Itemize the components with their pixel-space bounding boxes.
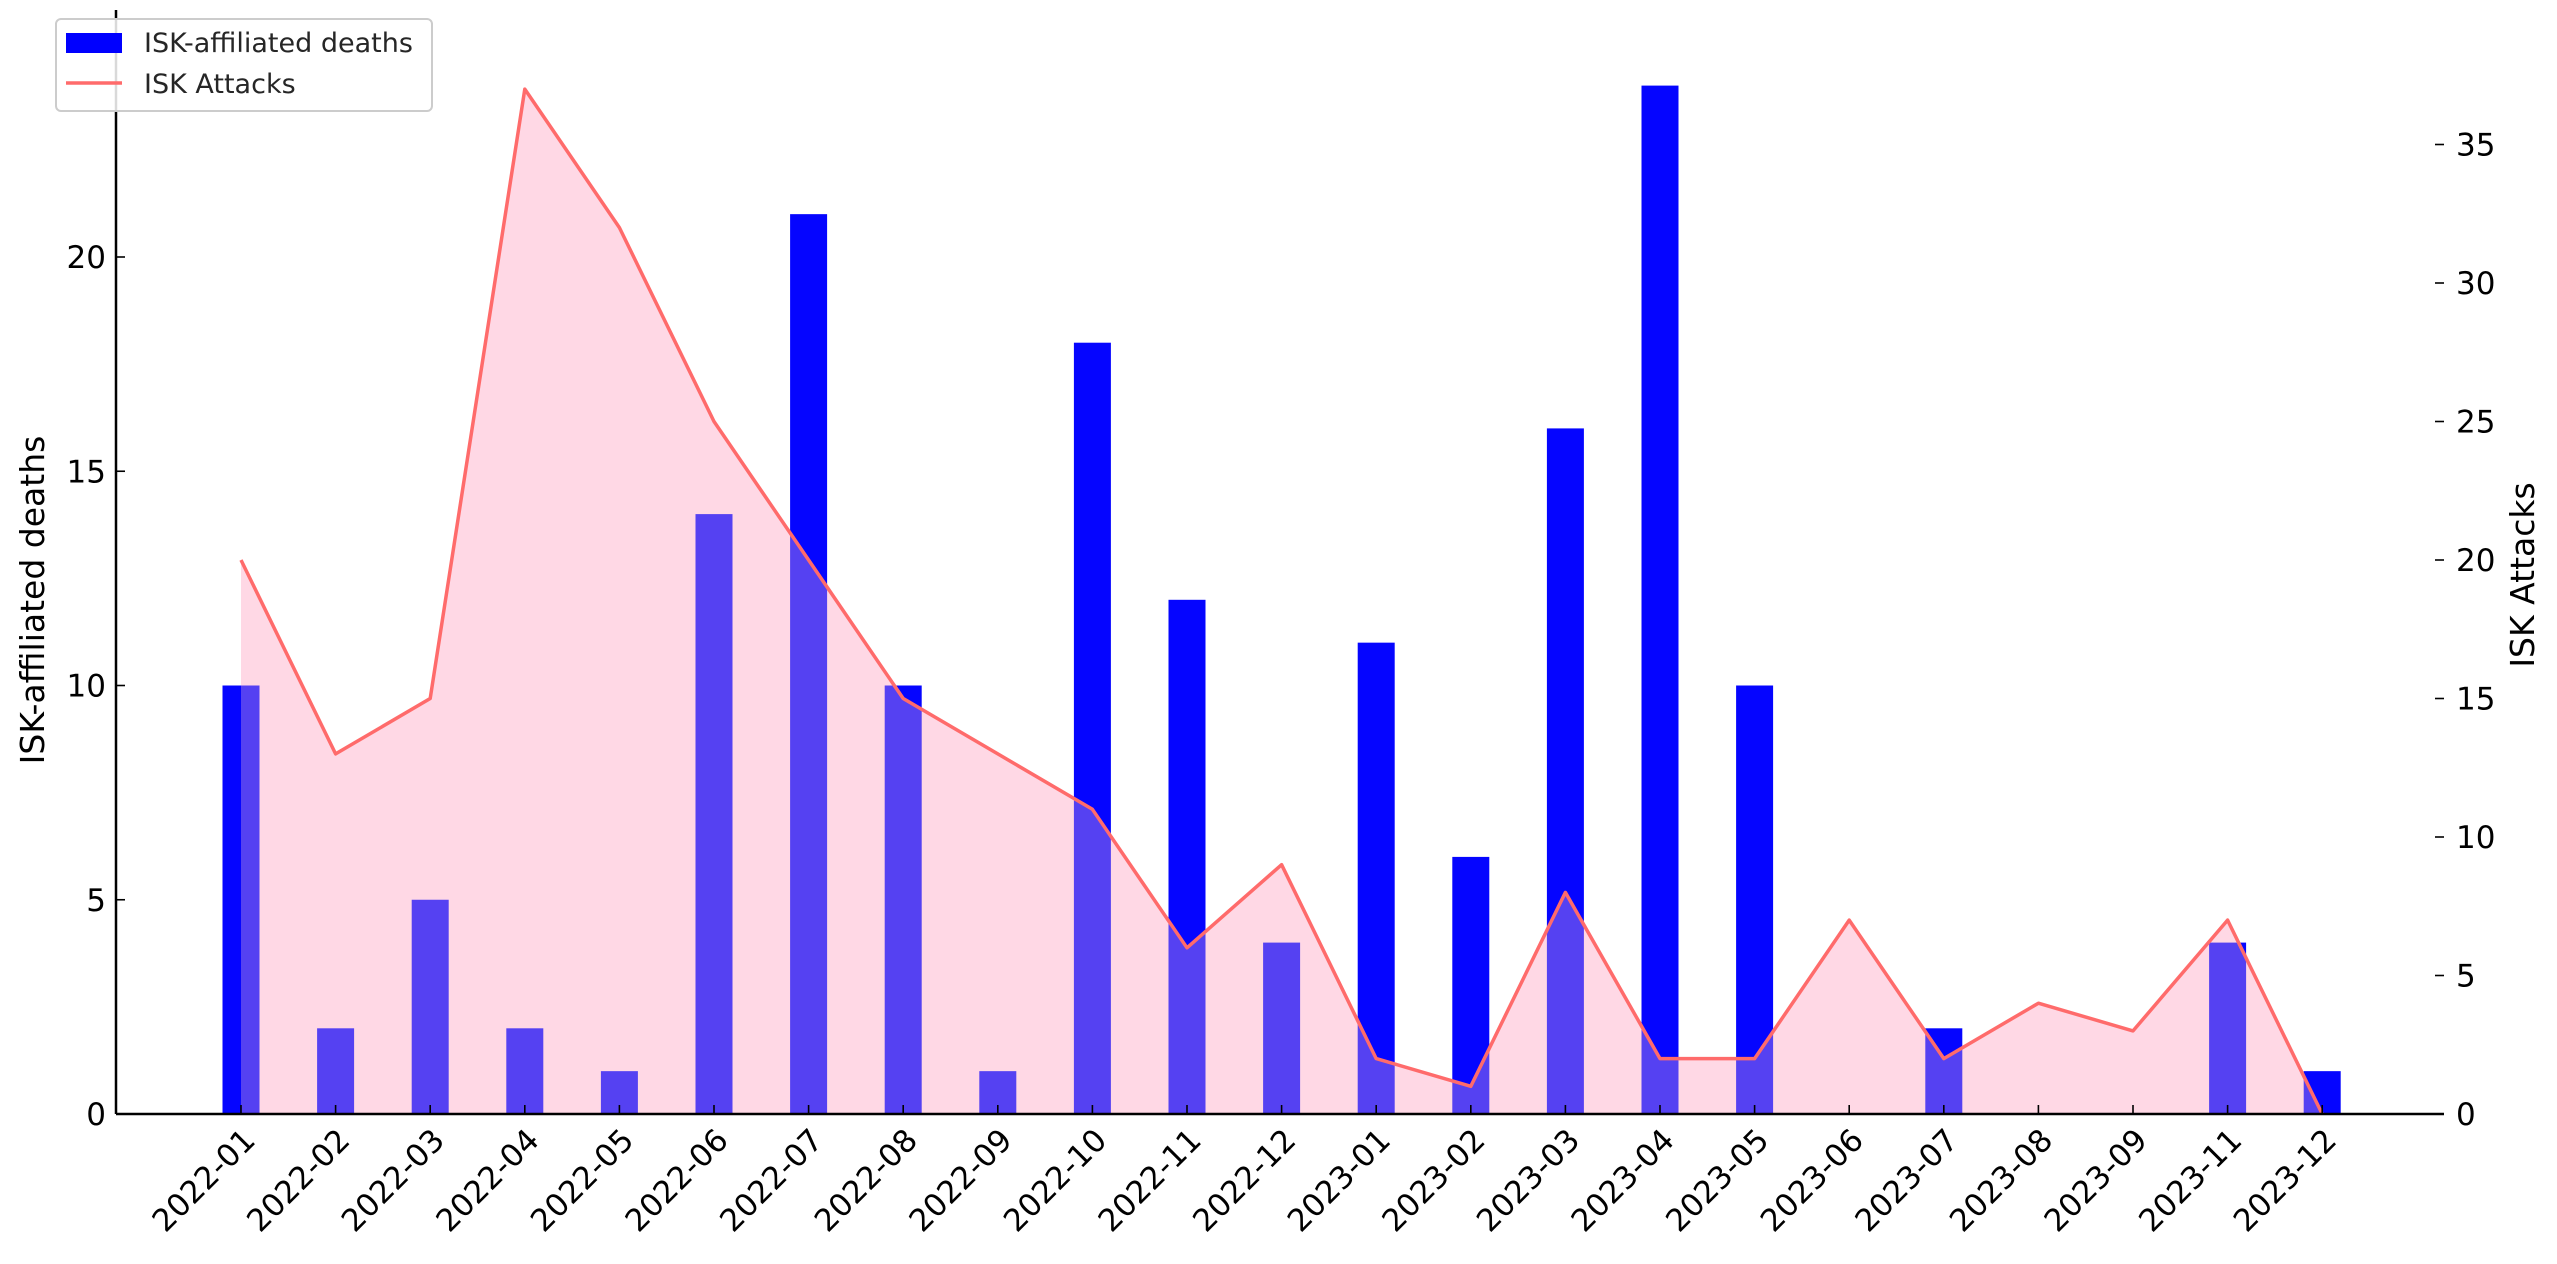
y-tick-label-15: 15 (67, 454, 106, 490)
legend-box (55, 18, 433, 112)
x-tick-label-2022-06: 2022-06 (619, 1122, 736, 1239)
bar-deaths-2022-11 (1168, 599, 1206, 1114)
x-tick-label-2022-03: 2022-03 (335, 1122, 452, 1239)
y2-tick-label-10: 10 (2456, 820, 2495, 856)
y-tick-label-20: 20 (67, 240, 106, 276)
x-tick-label-2022-11: 2022-11 (1092, 1122, 1209, 1239)
x-tick-label-2022-07: 2022-07 (713, 1122, 830, 1239)
x-tick-label-2023-12: 2023-12 (2227, 1122, 2344, 1239)
bar-deaths-2022-08 (884, 685, 922, 1114)
x-tick-label-2023-03: 2023-03 (1470, 1122, 1587, 1239)
y2-tick-label-20: 20 (2456, 543, 2495, 579)
x-tick-label-2023-04: 2023-04 (1565, 1122, 1682, 1239)
x-tick-label-2023-11: 2023-11 (2132, 1122, 2249, 1239)
deaths-bars-layer (222, 85, 2341, 1115)
y-axis-label: ISK-affiliated deaths (13, 436, 52, 765)
y2-tick-label-0: 0 (2456, 1097, 2476, 1133)
bar-deaths-2022-01 (222, 685, 260, 1114)
y-tick-label-5: 5 (86, 883, 106, 919)
bar-deaths-2023-02 (1452, 856, 1490, 1114)
x-tick-label-2023-09: 2023-09 (2038, 1122, 2155, 1239)
y2-ticks-layer: 0 5 10 15 20 25 30 35 (2435, 128, 2495, 1133)
bar-deaths-2022-07 (790, 214, 828, 1114)
y-ticks-layer: 0 5 10 15 20 (67, 240, 125, 1133)
x-tick-label-2023-07: 2023-07 (1848, 1122, 1965, 1239)
bar-deaths-2022-02 (317, 1028, 355, 1114)
legend-label-deaths: ISK-affiliated deaths (144, 28, 413, 59)
y2-tick-label-5: 5 (2456, 959, 2476, 995)
x-tick-label-2022-04: 2022-04 (429, 1122, 546, 1239)
attacks-line (239, 87, 2324, 1115)
attacks-line-layer (239, 87, 2324, 1115)
bar-deaths-2022-12 (1263, 942, 1301, 1114)
bar-deaths-2022-06 (695, 514, 733, 1114)
y-tick-label-10: 10 (67, 669, 106, 705)
x-tick-label-2023-01: 2023-01 (1281, 1122, 1398, 1239)
y2-tick-label-15: 15 (2456, 682, 2495, 718)
x-tick-label-2022-08: 2022-08 (808, 1122, 925, 1239)
x-ticks-layer: 2022-012022-022022-032022-042022-052022-… (146, 1105, 2344, 1239)
y2-tick-label-25: 25 (2456, 405, 2495, 441)
x-tick-label-2022-09: 2022-09 (902, 1122, 1019, 1239)
x-tick-label-2022-02: 2022-02 (240, 1122, 357, 1239)
bar-deaths-2023-03 (1546, 428, 1584, 1114)
x-tick-label-2022-01: 2022-01 (146, 1122, 263, 1239)
x-tick-label-2022-10: 2022-10 (997, 1122, 1114, 1239)
axes-layer (114, 10, 2444, 1116)
attacks-area-overlay (241, 89, 2323, 1115)
bar-deaths-2023-11 (2209, 942, 2247, 1114)
bar-deaths-2023-04 (1641, 85, 1679, 1115)
bar-deaths-2022-04 (506, 1028, 544, 1114)
y2-tick-label-35: 35 (2456, 128, 2495, 164)
bar-deaths-2022-03 (411, 899, 449, 1114)
x-tick-label-2023-02: 2023-02 (1375, 1122, 1492, 1239)
legend: ISK-affiliated deaths ISK Attacks (55, 18, 433, 112)
x-tick-label-2023-08: 2023-08 (1943, 1122, 2060, 1239)
bar-deaths-2022-10 (1073, 342, 1111, 1114)
y-tick-label-0: 0 (86, 1097, 106, 1133)
x-tick-label-2023-05: 2023-05 (1659, 1122, 1776, 1239)
legend-label-attacks: ISK Attacks (144, 69, 296, 100)
legend-swatch-deaths (66, 33, 122, 53)
x-tick-label-2022-05: 2022-05 (524, 1122, 641, 1239)
x-tick-label-2023-06: 2023-06 (1754, 1122, 1871, 1239)
x-tick-label-2022-12: 2022-12 (1186, 1122, 1303, 1239)
attacks-area-fill-layer (241, 89, 2323, 1115)
y2-tick-label-30: 30 (2456, 266, 2495, 302)
attacks-area-fill (241, 89, 2323, 1115)
y2-axis-label: ISK Attacks (2503, 482, 2542, 667)
